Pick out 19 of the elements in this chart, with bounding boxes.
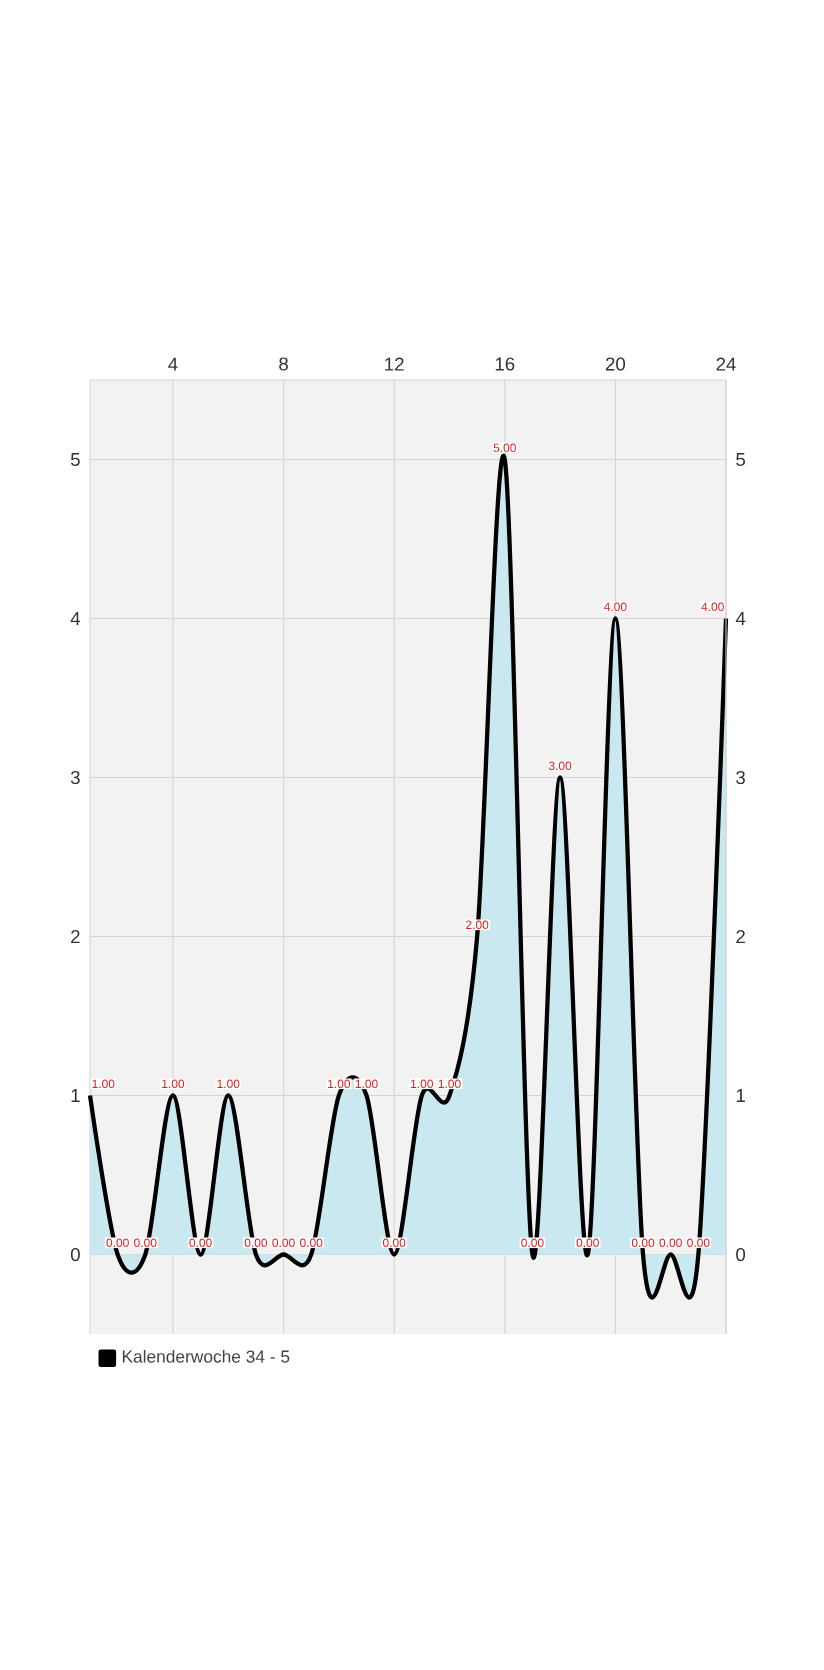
x-tick-label: 20 xyxy=(605,357,626,371)
x-tick-label: 8 xyxy=(279,357,288,371)
y2-tick-label: 0 xyxy=(736,1247,746,1262)
y2-tick-label: 3 xyxy=(736,770,745,785)
x-tick-label: 12 xyxy=(385,357,404,371)
y-tick-label: 4 xyxy=(70,612,81,625)
y-tick-label: 1 xyxy=(71,1089,80,1102)
y2-tick-label: 1 xyxy=(736,1089,745,1102)
x-tick-label: 16 xyxy=(495,357,515,371)
x-tick-label: 4 xyxy=(168,357,178,371)
y2-tick-label: 5 xyxy=(736,453,745,466)
y-tick-label: 0 xyxy=(70,1247,80,1262)
y2-tick-label: 2 xyxy=(736,930,745,944)
y-tick-label: 3 xyxy=(70,770,80,785)
y-tick-label: 2 xyxy=(71,930,80,944)
x-tick-label: 24 xyxy=(716,357,736,371)
legend-label: Kalenderwoche 34 - 5 xyxy=(122,1349,290,1363)
y2-tick-label: 4 xyxy=(735,612,746,625)
y-tick-label: 5 xyxy=(70,453,80,467)
